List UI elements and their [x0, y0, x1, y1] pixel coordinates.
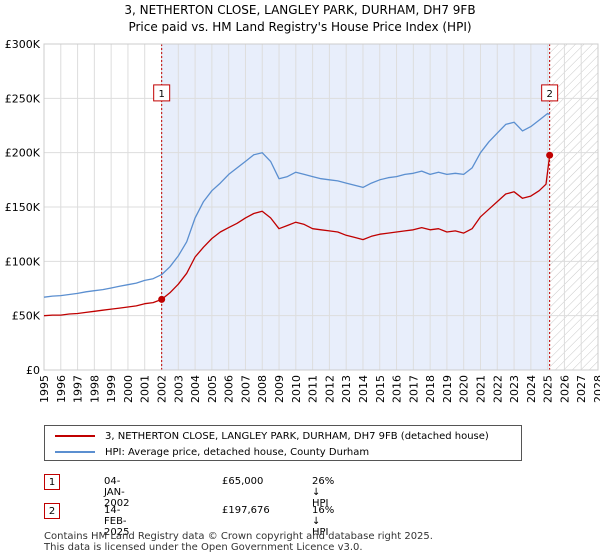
- x-tick-label-2002: 2002: [156, 375, 169, 403]
- x-tick-label-1998: 1998: [88, 375, 101, 403]
- x-tick-label-2019: 2019: [441, 375, 454, 403]
- plot-frame: [43, 43, 599, 371]
- sale-price-1: £65,000: [222, 476, 264, 487]
- sale-hpi-1: 26% ↓ HPI: [312, 476, 335, 509]
- footer-line-1: Contains HM Land Registry data © Crown c…: [44, 531, 433, 542]
- x-tick-label-2014: 2014: [357, 375, 370, 403]
- series-line-hpi: [43, 112, 551, 298]
- legend-swatch-property: [55, 435, 95, 437]
- x-tick-label-2004: 2004: [189, 375, 202, 403]
- legend-label-property: 3, NETHERTON CLOSE, LANGLEY PARK, DURHAM…: [105, 430, 489, 442]
- x-tick-label-2016: 2016: [391, 375, 404, 403]
- x-tick-label-2003: 2003: [172, 375, 185, 403]
- x-tick-label-2025: 2025: [542, 375, 555, 403]
- sale-price-2: £197,676: [222, 505, 270, 516]
- x-tick-label-2027: 2027: [575, 375, 588, 403]
- y-tick-label-150000: £150K: [5, 201, 41, 214]
- x-tick-label-2020: 2020: [458, 375, 471, 403]
- legend-item-hpi: HPI: Average price, detached house, Coun…: [55, 444, 369, 460]
- x-tick-label-2023: 2023: [508, 375, 521, 403]
- x-tick-label-2028: 2028: [592, 375, 600, 403]
- x-tick-label-1997: 1997: [72, 375, 85, 403]
- x-tick-label-2024: 2024: [525, 375, 538, 403]
- sale-hpi-2: 16% ↓ HPI: [312, 505, 335, 538]
- y-tick-label-200000: £200K: [5, 147, 41, 160]
- x-tick-label-1996: 1996: [55, 375, 68, 403]
- annotation-label-1: 1: [158, 89, 164, 100]
- y-tick-label-250000: £250K: [5, 92, 41, 105]
- x-tick-label-2001: 2001: [139, 375, 152, 403]
- series-line-property: [43, 155, 551, 317]
- x-tick-label-2013: 2013: [340, 375, 353, 403]
- x-tick-label-2017: 2017: [407, 375, 420, 403]
- annotation-label-2: 2: [546, 89, 552, 100]
- sale-badge-2: 2: [44, 503, 60, 519]
- legend-item-property: 3, NETHERTON CLOSE, LANGLEY PARK, DURHAM…: [55, 428, 489, 444]
- x-tick-label-2015: 2015: [374, 375, 387, 403]
- legend: 3, NETHERTON CLOSE, LANGLEY PARK, DURHAM…: [44, 425, 522, 461]
- sale-date-1: 04-JAN-2002: [104, 476, 130, 509]
- sale-point-1: [158, 295, 166, 303]
- x-tick-label-2009: 2009: [273, 375, 286, 403]
- legend-label-hpi: HPI: Average price, detached house, Coun…: [105, 446, 370, 458]
- chart-title: 3, NETHERTON CLOSE, LANGLEY PARK, DURHAM…: [124, 3, 475, 17]
- footer: Contains HM Land Registry data © Crown c…: [44, 531, 433, 553]
- x-tick-label-2026: 2026: [558, 375, 571, 403]
- x-tick-label-2006: 2006: [223, 375, 236, 403]
- x-tick-label-2008: 2008: [256, 375, 269, 403]
- sale-point-2: [546, 151, 554, 159]
- x-tick-label-2005: 2005: [206, 375, 219, 403]
- footer-line-2: This data is licensed under the Open Gov…: [44, 542, 363, 553]
- x-tick-label-2007: 2007: [239, 375, 252, 403]
- price-chart: 3, NETHERTON CLOSE, LANGLEY PARK, DURHAM…: [5, 3, 600, 403]
- x-tick-label-2018: 2018: [424, 375, 437, 403]
- y-tick-label-300000: £300K: [5, 38, 41, 51]
- x-tick-label-2011: 2011: [307, 375, 320, 403]
- x-tick-label-1999: 1999: [105, 375, 118, 403]
- x-tick-label-2000: 2000: [122, 375, 135, 403]
- y-tick-label-100000: £100K: [5, 255, 41, 268]
- annotation-box-1: [153, 84, 171, 102]
- x-tick-label-2021: 2021: [474, 375, 487, 403]
- sale-badge-1: 1: [44, 474, 60, 490]
- legend-swatch-hpi: [55, 451, 95, 453]
- y-tick-label-0: £0: [26, 364, 40, 377]
- annotation-box-2: [541, 84, 559, 102]
- chart-subtitle: Price paid vs. HM Land Registry's House …: [128, 20, 471, 34]
- y-tick-label-50000: £50K: [12, 310, 41, 323]
- x-tick-label-2010: 2010: [290, 375, 303, 403]
- x-tick-label-1995: 1995: [38, 375, 51, 403]
- x-tick-label-2012: 2012: [323, 375, 336, 403]
- x-tick-label-2022: 2022: [491, 375, 504, 403]
- sale-date-2: 14-FEB-2025: [104, 505, 130, 538]
